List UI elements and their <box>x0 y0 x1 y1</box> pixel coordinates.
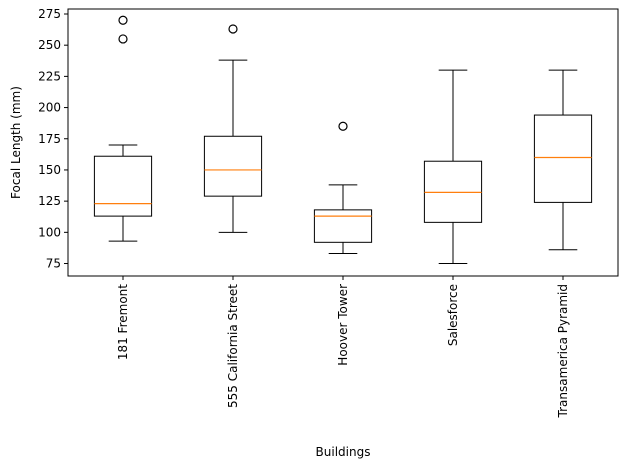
box-iqr <box>203 135 263 197</box>
x-tick-label: Salesforce <box>446 284 460 346</box>
outlier-point <box>118 15 128 25</box>
x-tick-label: Transamerica Pyramid <box>556 284 570 418</box>
box-group <box>313 121 373 255</box>
outlier-point <box>338 121 348 131</box>
y-tick-label: 100 <box>38 225 61 239</box>
y-tick-label: 275 <box>38 7 61 21</box>
box-group <box>423 69 483 265</box>
y-tick-label: 150 <box>38 163 61 177</box>
box-iqr <box>423 160 483 223</box>
y-tick-label: 175 <box>38 132 61 146</box>
plot-area <box>93 15 593 265</box>
y-axis: 75 100 125 150 175 200 225 250 275 <box>38 7 68 271</box>
x-tick-label: 181 Fremont <box>116 284 130 360</box>
y-tick-label: 250 <box>38 38 61 52</box>
outlier-point <box>228 24 238 34</box>
x-tick-label: 555 California Street <box>226 284 240 408</box>
y-axis-label: Focal Length (mm) <box>9 86 23 199</box>
x-axis: 181 Fremont 555 California Street Hoover T… <box>116 276 570 418</box>
y-tick-label: 200 <box>38 101 61 115</box>
box-iqr <box>313 209 373 243</box>
box-iqr <box>93 155 153 217</box>
y-tick-label: 225 <box>38 69 61 83</box>
box-group <box>533 69 593 251</box>
x-axis-label: Buildings <box>316 445 371 459</box>
box-iqr <box>533 114 593 203</box>
y-tick-label: 75 <box>46 257 61 271</box>
outlier-point <box>118 34 128 44</box>
box-group <box>93 15 153 242</box>
box-group <box>203 24 263 233</box>
y-tick-label: 125 <box>38 194 61 208</box>
axes-frame <box>67 8 619 277</box>
x-tick-label: Hoover Tower <box>336 284 350 366</box>
